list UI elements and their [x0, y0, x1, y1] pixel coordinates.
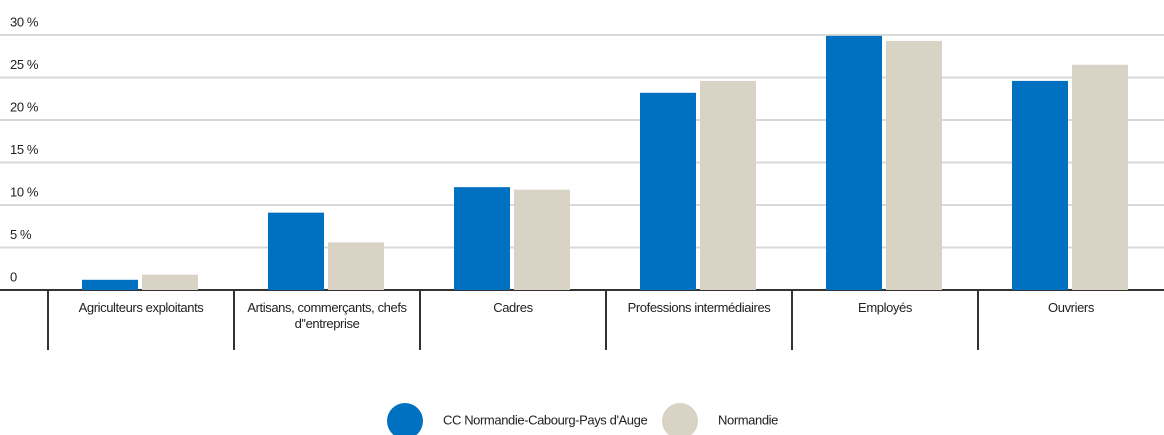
legend-swatch — [387, 403, 423, 435]
bar — [886, 40, 942, 291]
legend-swatch — [662, 403, 698, 435]
bar — [328, 242, 384, 290]
y-tick-label: 15 % — [10, 142, 39, 157]
bar — [82, 279, 138, 290]
bar — [700, 80, 756, 291]
bar — [268, 212, 324, 290]
y-tick-label: 30 % — [10, 14, 39, 29]
x-tick-label: Artisans, commerçants, chefs d''entrepri… — [247, 300, 407, 331]
legend-label: CC Normandie-Cabourg-Pays d'Auge — [443, 412, 647, 427]
y-tick-label: 10 % — [10, 184, 39, 199]
y-tick-label: 0 — [10, 269, 17, 284]
bar — [1012, 80, 1068, 291]
y-tick-label: 5 % — [10, 227, 32, 242]
bar — [142, 274, 198, 290]
bar — [826, 35, 882, 290]
x-tick-label: Ouvriers — [1048, 300, 1094, 315]
x-tick-label: Agriculteurs exploitants — [78, 300, 204, 315]
x-tick-label: Employés — [858, 300, 912, 315]
y-tick-label: 20 % — [10, 99, 39, 114]
x-tick-label: Professions intermédiaires — [627, 300, 771, 315]
bar — [514, 189, 570, 290]
bar — [1072, 64, 1128, 290]
y-tick-label: 25 % — [10, 57, 39, 72]
bar — [640, 92, 696, 290]
bar — [454, 187, 510, 290]
legend-label: Normandie — [718, 412, 778, 427]
x-tick-label: Cadres — [493, 300, 533, 315]
